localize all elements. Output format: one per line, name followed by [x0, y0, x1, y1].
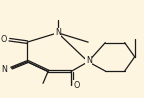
Text: N: N	[86, 56, 92, 65]
Text: N: N	[2, 65, 7, 74]
Text: O: O	[73, 81, 80, 90]
Text: N: N	[55, 28, 61, 37]
Text: O: O	[1, 35, 7, 44]
